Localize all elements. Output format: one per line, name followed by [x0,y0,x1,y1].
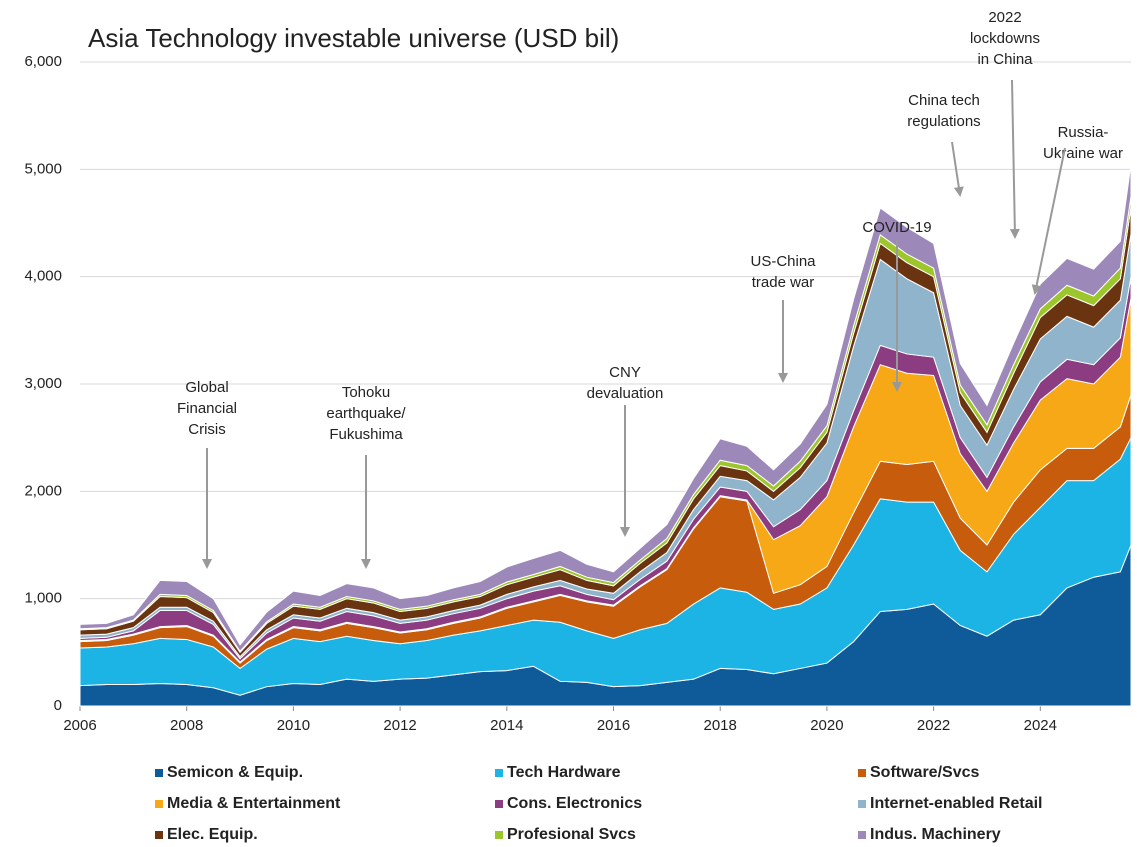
annotation-arrow [1009,79,1020,239]
legend-label: Elec. Equip. [167,826,258,843]
legend-swatch [495,831,503,839]
annotation: in China [977,51,1033,68]
x-tick-label: 2014 [490,717,523,734]
area [79,163,1132,653]
annotation: Financial [177,400,237,417]
annotation: US-China [750,253,816,270]
legend-swatch [155,831,163,839]
legend-swatch [495,769,503,777]
y-tick-label: 1,000 [24,590,62,607]
annotation-arrow [951,141,964,197]
legend-label: Cons. Electronics [507,795,642,812]
legend-swatch [858,800,866,808]
legend-swatch [495,800,503,808]
y-tick-label: 5,000 [24,160,62,177]
x-tick-label: 2008 [170,717,203,734]
legend-label: Tech Hardware [507,764,621,781]
annotation: China tech [908,92,980,109]
legend-swatch [858,831,866,839]
x-tick-label: 2006 [63,717,96,734]
chart-title: Asia Technology investable universe (USD… [88,23,619,53]
annotation: regulations [907,113,980,130]
annotation: Tohoku [342,384,390,401]
legend-label: Semicon & Equip. [167,764,303,781]
x-tick-label: 2018 [704,717,737,734]
x-tick-label: 2022 [917,717,950,734]
legend-label: Profesional Svcs [507,826,636,843]
annotation: 2022 [988,9,1021,26]
legend-label: Internet-enabled Retail [870,795,1042,812]
annotation: Ukraine war [1043,145,1123,162]
annotation: Russia- [1058,124,1109,141]
annotation: Crisis [188,421,226,438]
y-tick-label: 2,000 [24,482,62,499]
annotation-arrow [1031,147,1066,295]
annotation: lockdowns [970,30,1040,47]
y-tick-label: 0 [54,697,62,714]
x-tick-label: 2020 [810,717,843,734]
annotation: earthquake/ [326,405,406,422]
y-tick-label: 3,000 [24,375,62,392]
y-tick-label: 4,000 [24,268,62,285]
annotation: CNY [609,364,641,381]
x-tick-label: 2010 [277,717,310,734]
annotation: trade war [752,274,815,291]
annotation: COVID-19 [862,219,931,236]
annotation: devaluation [587,385,664,402]
legend-label: Media & Entertainment [167,795,341,812]
x-tick-label: 2016 [597,717,630,734]
annotation: Global [185,379,228,396]
legend-swatch [155,800,163,808]
legend-swatch [858,769,866,777]
x-tick-label: 2012 [383,717,416,734]
legend-swatch [155,769,163,777]
y-tick-label: 6,000 [24,53,62,70]
legend-label: Indus. Machinery [870,826,1001,843]
annotation: Fukushima [329,426,403,443]
legend-label: Software/Svcs [870,764,979,781]
x-tick-label: 2024 [1024,717,1057,734]
